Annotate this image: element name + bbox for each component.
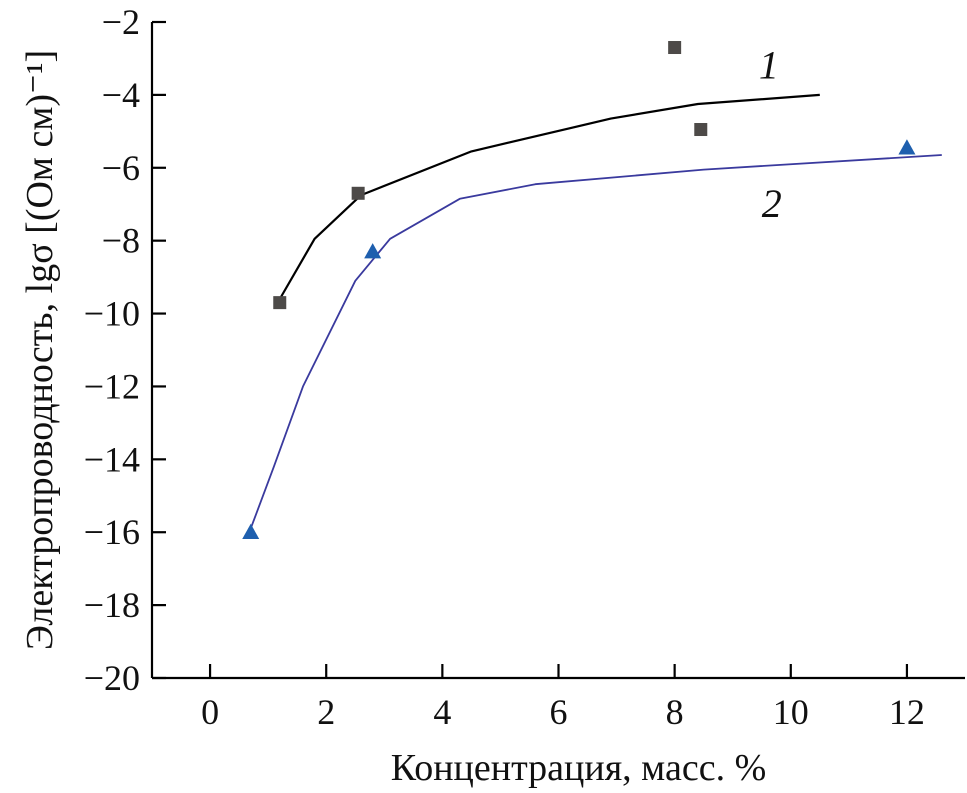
series-label-2: 2	[762, 181, 782, 226]
series-1-line	[278, 93, 820, 300]
series-2-point	[364, 243, 382, 259]
x-tick-label: 0	[201, 692, 219, 732]
x-axis-title: Концентрация, масс. %	[391, 747, 766, 789]
y-tick-label: −20	[84, 658, 140, 698]
x-tick-label: 12	[889, 692, 925, 732]
x-tick-label: 10	[773, 692, 809, 732]
y-tick-label: −18	[84, 585, 140, 625]
x-tick-label: 6	[550, 692, 568, 732]
y-tick-label: −10	[84, 294, 140, 334]
x-tick-label: 4	[433, 692, 451, 732]
series-1-point	[351, 186, 365, 200]
y-tick-label: −4	[102, 75, 140, 115]
series-markers	[242, 41, 916, 540]
series-lines	[249, 93, 942, 529]
y-tick-label: −8	[102, 221, 140, 261]
x-tick-label: 8	[666, 692, 684, 732]
y-tick-label: −6	[102, 148, 140, 188]
series-2-point	[898, 139, 916, 155]
series-2-line	[249, 154, 942, 529]
y-tick-label: −2	[102, 2, 140, 42]
x-tick-label: 2	[317, 692, 335, 732]
series-label-1: 1	[759, 42, 779, 87]
series-1-point	[694, 123, 708, 137]
y-tick-label: −12	[84, 366, 140, 406]
series-2-point	[242, 523, 260, 540]
y-tick-label: −14	[84, 439, 140, 479]
y-tick-label: −16	[84, 512, 140, 552]
series-1-point	[273, 296, 287, 310]
series-1-point	[668, 41, 682, 55]
axes	[150, 22, 965, 680]
labels: Концентрация, масс. % Электропроводность…	[19, 42, 782, 789]
ticks: −20−18−16−14−12−10−8−6−4−20 2 4 6 8 10 12	[84, 2, 925, 732]
y-axis-title: Электропроводность, lgσ [(Ом см)⁻¹]	[19, 50, 61, 650]
